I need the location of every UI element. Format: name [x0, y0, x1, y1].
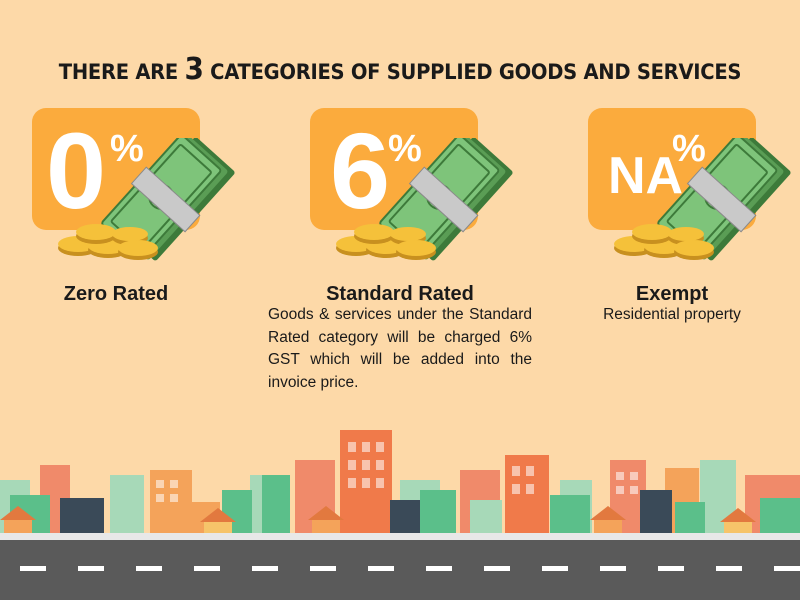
percent-sign: %: [388, 128, 422, 170]
category-description: Residential property: [603, 306, 741, 323]
category-card-zero-rated: 0 %: [32, 108, 262, 261]
gold-coins-icon: [336, 224, 436, 260]
gold-coins-icon: [614, 224, 714, 260]
money-stack-icon: [336, 138, 513, 261]
percent-sign: %: [110, 128, 144, 170]
category-card-standard-rated: 6 %: [310, 108, 540, 261]
money-stack-icon: [614, 138, 791, 261]
rate-value: NA: [608, 147, 684, 205]
rate-value: 6: [330, 110, 391, 231]
city-skyline-icon: [0, 430, 800, 600]
category-label: Standard Rated: [326, 283, 474, 305]
gold-coins-icon: [58, 224, 158, 260]
rate-value: 0: [46, 110, 106, 231]
category-label: Exempt: [635, 283, 709, 305]
page-title: THERE ARE 3 CATEGORIES OF SUPPLIED GOODS…: [28, 52, 772, 87]
category-description: Goods & services under the Standard Rate…: [268, 306, 532, 391]
title-prefix: THERE ARE: [58, 60, 185, 84]
percent-sign: %: [672, 128, 706, 170]
money-stack-icon: [58, 138, 235, 261]
category-label: Zero Rated: [63, 283, 169, 305]
category-card-exempt: NA %: [588, 108, 800, 261]
title-number: 3: [184, 52, 204, 87]
title-suffix: CATEGORIES OF SUPPLIED GOODS AND SERVICE…: [203, 60, 742, 84]
